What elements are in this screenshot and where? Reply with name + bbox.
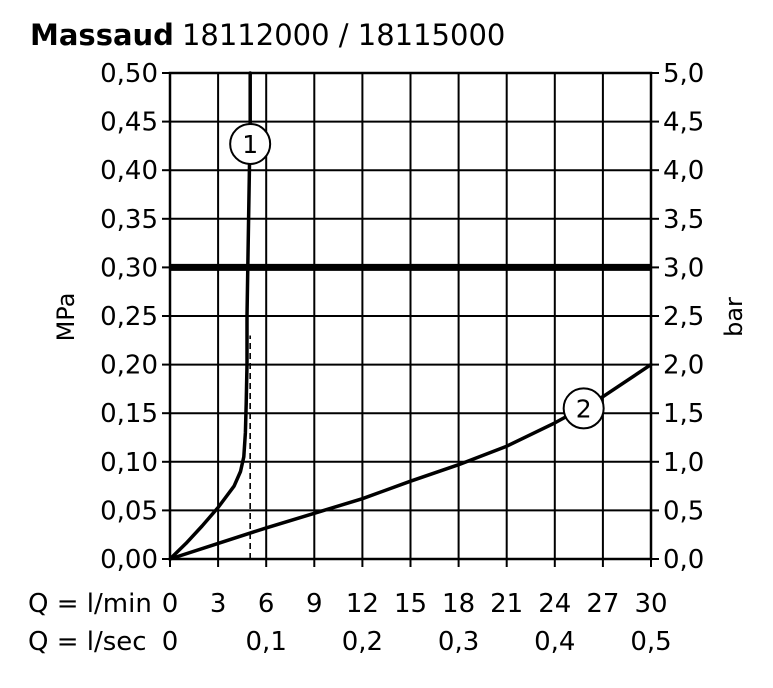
y-tick-label-left-3: 0,15: [100, 399, 158, 429]
y-tick-label-right-3: 1,5: [663, 399, 704, 429]
x2-tick-label-4: 0,4: [534, 627, 575, 657]
x-tick-labels-primary: 0 3 6 9 12 15 18 21 24 27 30: [162, 589, 668, 619]
x2-tick-label-5: 0,5: [630, 627, 671, 657]
y-tick-label-right-2: 1,0: [663, 448, 704, 478]
x-tick-label-7: 21: [490, 589, 523, 619]
y-tick-label-right-5: 2,5: [663, 302, 704, 332]
y-tick-label-left-4: 0,20: [100, 351, 158, 381]
series-marker-label-2: 2: [576, 394, 592, 423]
x-tick-label-9: 27: [586, 589, 619, 619]
x-tick-label-5: 15: [394, 589, 427, 619]
y-axis-label-right: bar: [720, 297, 748, 337]
x2-tick-label-3: 0,3: [438, 627, 479, 657]
chart-title: Massaud 18112000 / 18115000: [30, 18, 505, 52]
y-tick-label-left-0: 0,00: [100, 545, 158, 575]
y-tick-label-right-6: 3,0: [663, 253, 704, 283]
y-tick-label-left-7: 0,35: [100, 205, 158, 235]
y-tick-label-right-7: 3,5: [663, 205, 704, 235]
x-tick-label-2: 6: [258, 589, 275, 619]
y-tick-labels-left: 0,00 0,05 0,10 0,15 0,20 0,25 0,30 0,35 0,40 0,45…: [100, 59, 158, 575]
y-tick-label-left-10: 0,50: [100, 59, 158, 89]
y-tick-label-left-1: 0,05: [100, 496, 158, 526]
y-axis-label-left: MPa: [52, 293, 80, 342]
plot-frame-group: [162, 71, 659, 567]
series-markers: 12: [229, 122, 605, 430]
series-line-1: [168, 71, 252, 561]
y-tick-label-left-2: 0,10: [100, 448, 158, 478]
y-tick-label-left-9: 0,45: [100, 108, 158, 138]
x-tick-label-10: 30: [634, 589, 667, 619]
x-tick-label-8: 24: [538, 589, 571, 619]
x-tick-label-1: 3: [210, 589, 227, 619]
series-marker-label-1: 1: [242, 130, 258, 159]
x-axis-label-secondary: Q = l/sec: [28, 627, 147, 657]
y-tick-label-right-10: 5,0: [663, 59, 704, 89]
x-tick-label-3: 9: [306, 589, 323, 619]
x-axis-label-primary: Q = l/min: [28, 589, 152, 619]
y-tick-label-left-6: 0,30: [100, 253, 158, 283]
x2-tick-label-0: 0: [162, 627, 179, 657]
y-tick-label-right-4: 2,0: [663, 351, 704, 381]
x2-tick-label-2: 0,2: [342, 627, 383, 657]
series-marker-circle-1: [229, 122, 272, 165]
x-tick-label-0: 0: [162, 589, 179, 619]
x-tick-label-6: 18: [442, 589, 475, 619]
y-tick-label-right-0: 0,0: [663, 545, 704, 575]
y-tick-label-right-9: 4,5: [663, 108, 704, 138]
x2-tick-label-1: 0,1: [246, 627, 287, 657]
x-tick-label-4: 12: [346, 589, 379, 619]
series-marker-circle-2: [562, 387, 605, 430]
y-tick-labels-right: 0,0 0,5 1,0 1,5 2,0 2,5 3,0 3,5 4,0 4,5 5,0: [663, 59, 704, 575]
title-brand: Massaud: [30, 18, 174, 52]
y-tick-label-left-5: 0,25: [100, 302, 158, 332]
x-tick-labels-secondary: 0 0,1 0,2 0,3 0,4 0,5: [162, 627, 672, 657]
title-models: 18112000 / 18115000: [182, 18, 505, 52]
y-tick-label-right-1: 0,5: [663, 496, 704, 526]
y-tick-label-right-8: 4,0: [663, 156, 704, 186]
y-tick-label-left-8: 0,40: [100, 156, 158, 186]
